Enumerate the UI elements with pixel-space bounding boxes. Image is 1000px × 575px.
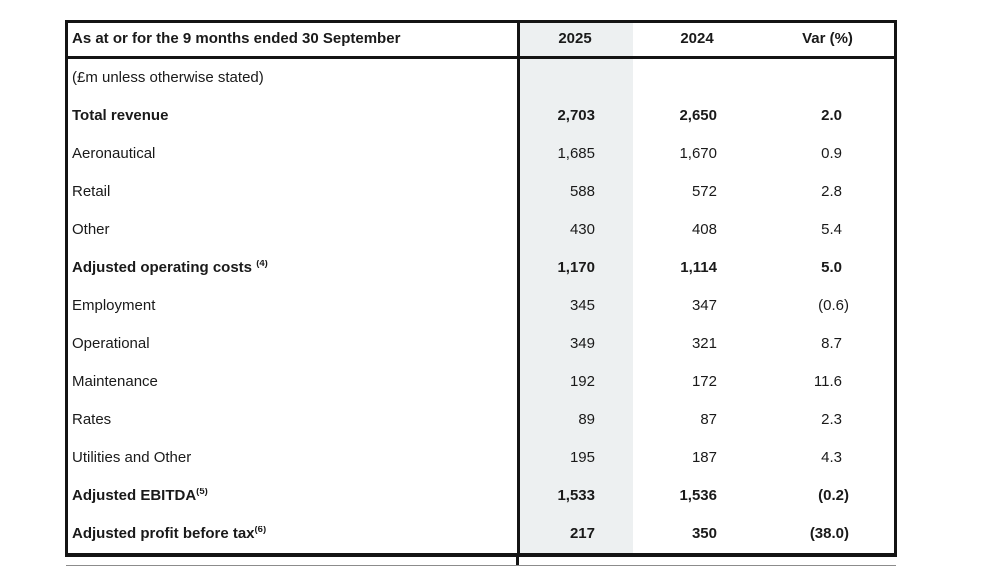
value-var: 2.0 (821, 107, 842, 124)
row-label: Operational (72, 335, 150, 352)
value-var: (0.6) (818, 297, 849, 314)
value-var: 8.7 (821, 335, 842, 352)
value-var: (0.2) (818, 487, 849, 504)
value-2025: 588 (569, 183, 595, 200)
value-2025: 430 (569, 221, 595, 238)
header-period-label: As at or for the 9 months ended 30 Septe… (72, 31, 401, 48)
value-var: 2.3 (821, 411, 842, 428)
table-row: Maintenance 192 172 11.6 (68, 363, 894, 401)
value-2024: 408 (691, 221, 717, 238)
value-var: 0.9 (821, 145, 842, 162)
footnote-marker: (5) (196, 487, 208, 497)
row-label: Aeronautical (72, 145, 156, 162)
value-2024: 187 (691, 449, 717, 466)
value-2024: 87 (700, 411, 717, 428)
value-2024: 2,650 (679, 107, 717, 124)
row-label: (£m unless otherwise stated) (72, 69, 264, 86)
value-2025: 217 (569, 525, 595, 542)
table-row: Adjusted EBITDA(5) 1,533 1,536 (0.2) (68, 477, 894, 515)
row-label: Adjusted profit before tax(6) (72, 525, 267, 542)
row-label: Rates (72, 411, 112, 428)
table-row: Rates 89 87 2.3 (68, 401, 894, 439)
value-var: 11.6 (813, 373, 842, 390)
value-2025: 89 (578, 411, 595, 428)
value-2024: 321 (691, 335, 717, 352)
financial-summary-table: As at or for the 9 months ended 30 Septe… (65, 20, 897, 557)
header-col-var: Var (%) (802, 31, 853, 48)
table-row: Utilities and Other 195 187 4.3 (68, 439, 894, 477)
value-var: 5.0 (821, 259, 842, 276)
value-2024: 572 (691, 183, 717, 200)
value-2024: 347 (691, 297, 717, 314)
value-2024: 172 (691, 373, 717, 390)
table-row: Total revenue 2,703 2,650 2.0 (68, 97, 894, 135)
table-body: (£m unless otherwise stated) Total revenu… (68, 59, 894, 553)
value-2025: 345 (569, 297, 595, 314)
table-row: Retail 588 572 2.8 (68, 173, 894, 211)
value-2024: 1,670 (679, 145, 717, 162)
cutoff-divider-stub (516, 556, 519, 566)
table-row: Adjusted profit before tax(6) 217 350 (38.0… (68, 515, 894, 553)
value-var: 4.3 (821, 449, 842, 466)
cutoff-next-row-line (66, 565, 896, 566)
value-2025: 192 (569, 373, 595, 390)
value-2025: 195 (569, 449, 595, 466)
value-2024: 350 (691, 525, 717, 542)
table-row: Other 430 408 5.4 (68, 211, 894, 249)
row-label: Retail (72, 183, 111, 200)
value-2024: 1,114 (680, 259, 717, 276)
value-var: 2.8 (821, 183, 842, 200)
value-var: 5.4 (821, 221, 842, 238)
value-2025: 349 (569, 335, 595, 352)
header-col-2025: 2025 (558, 31, 592, 48)
table-row: Employment 345 347 (0.6) (68, 287, 894, 325)
value-2025: 1,533 (557, 487, 595, 504)
table-row: Aeronautical 1,685 1,670 0.9 (68, 135, 894, 173)
value-2025: 1,170 (557, 259, 595, 276)
table-row: Adjusted operating costs (4) 1,170 1,114 5.… (68, 249, 894, 287)
row-label: Total revenue (72, 107, 169, 124)
footnote-marker: (6) (254, 525, 267, 535)
value-2025: 1,685 (557, 145, 595, 162)
column-highlight-2025 (518, 23, 633, 553)
row-label: Maintenance (72, 373, 158, 390)
value-2025: 2,703 (557, 107, 595, 124)
table-row: Operational 349 321 8.7 (68, 325, 894, 363)
row-label: Adjusted operating costs (4) (72, 259, 268, 276)
footnote-marker: (4) (256, 259, 268, 269)
row-label: Employment (72, 297, 156, 314)
header-col-2024: 2024 (680, 31, 714, 48)
table-vertical-divider (517, 23, 520, 553)
table-row: (£m unless otherwise stated) (68, 59, 894, 97)
value-2024: 1,536 (679, 487, 717, 504)
row-label: Adjusted EBITDA(5) (72, 487, 208, 504)
table-header-row: As at or for the 9 months ended 30 Septe… (68, 23, 894, 59)
row-label: Other (72, 221, 110, 238)
value-var: (38.0) (809, 525, 849, 542)
row-label: Utilities and Other (72, 449, 192, 466)
